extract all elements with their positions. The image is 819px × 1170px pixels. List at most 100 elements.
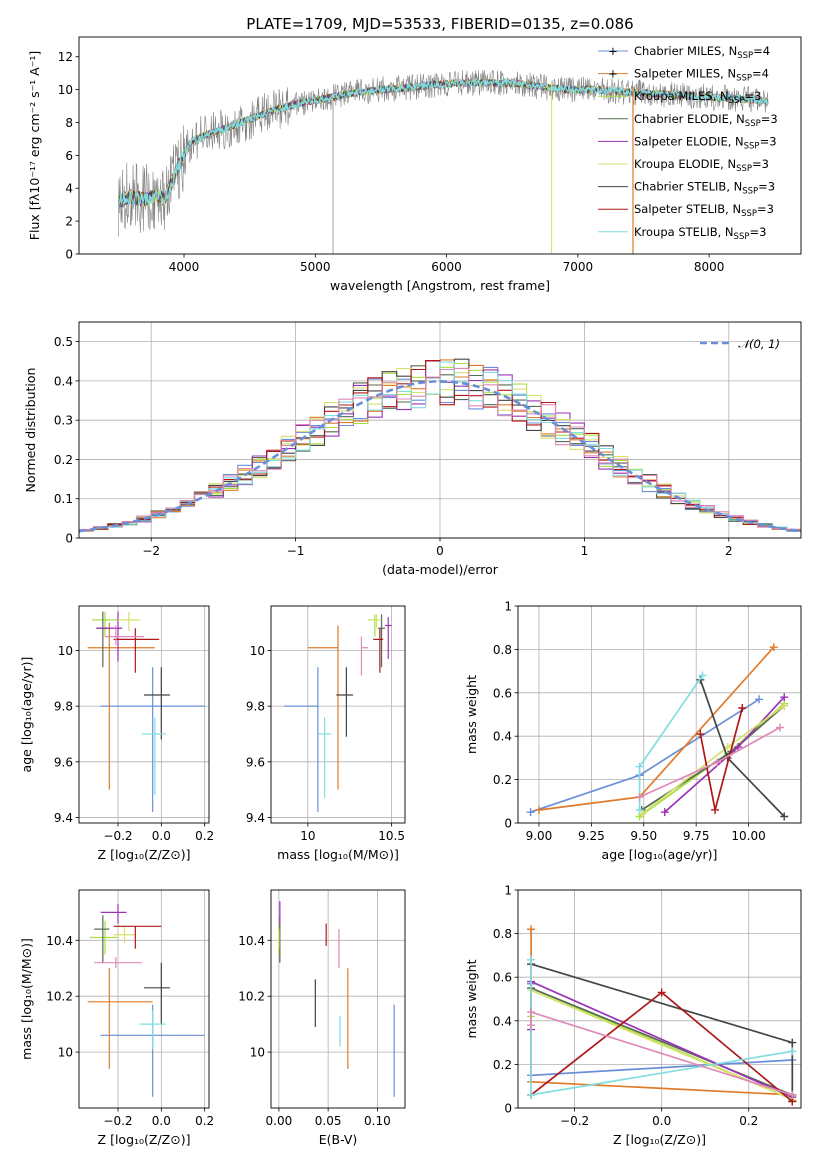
tick-label-x: 10.00: [731, 829, 765, 843]
legend-marker: +: [608, 44, 618, 58]
error-bar-point: [373, 628, 384, 673]
legend-text-part: =3: [749, 225, 766, 239]
x-axis-label: mass [log₁₀(M/M⊙)]: [277, 847, 399, 862]
tick-label-x: 9.25: [578, 829, 605, 843]
axes-frame: [270, 889, 406, 1109]
tick-label-y: 2: [65, 215, 73, 229]
weight-series-9: [527, 1008, 797, 1099]
legend-label: Salpeter ELODIE, NSSP=3: [634, 134, 777, 151]
legend-label: Chabrier STELIB, NSSP=3: [634, 180, 775, 197]
tick-label-y: 0.5: [54, 335, 73, 349]
tick-label-y: 9.4: [246, 811, 265, 825]
tick-label-y: 9.8: [246, 700, 265, 714]
error-bar-point: [384, 617, 392, 659]
x-axis-label: age [log₁₀(age/yr)]: [602, 847, 718, 862]
tick-label-y: 10.4: [46, 934, 73, 948]
legend-text-part: =3: [760, 134, 777, 148]
legend-text-part: Kroupa MILES, N: [634, 89, 729, 103]
legend-label: Kroupa ELODIE, NSSP=3: [634, 157, 769, 174]
legend-text-part: SSP: [729, 96, 745, 106]
error-bar-point: [141, 717, 166, 796]
tick-label-x: 0.0: [152, 829, 171, 843]
legend-item: Kroupa MILES, NSSP=3: [598, 89, 761, 106]
tick-label-y: 0.8: [493, 643, 512, 657]
error-bar-point: [317, 717, 332, 798]
tick-label-y: 0.6: [493, 686, 512, 700]
weight-marker: [780, 812, 789, 821]
legend-text-part: SSP: [742, 187, 758, 197]
weight-marker: [755, 695, 764, 704]
tick-label-x: 9.50: [630, 829, 657, 843]
tick-label-x: 6000: [431, 260, 462, 274]
tick-label-y: 0.2: [54, 453, 73, 467]
weight-marker: [698, 671, 707, 680]
legend-text-part: SSP: [741, 209, 757, 219]
error-bar-point: [336, 667, 354, 737]
tick-label-y: 0.4: [54, 374, 73, 388]
tick-label-x: 0.10: [364, 1114, 391, 1128]
tick-label-y: 10: [250, 644, 265, 658]
axes-frame: [270, 605, 406, 824]
legend-item: Chabrier STELIB, NSSP=3: [598, 180, 775, 197]
x-axis-label: Z [log₁₀(Z/Z⊙)]: [613, 1132, 706, 1147]
tick-label-x: −2: [142, 544, 160, 558]
tick-label-y: 6: [65, 149, 73, 163]
legend-item: Chabrier ELODIE, NSSP=3: [598, 112, 778, 129]
y-axis-label: mass [log₁₀(M/M⊙)]: [19, 938, 34, 1060]
tick-label-y: 10.4: [238, 934, 265, 948]
legend-item: Salpeter STELIB, NSSP=3: [598, 202, 774, 219]
axes-frame: [517, 605, 802, 824]
legend-text-part: SSP: [737, 51, 753, 61]
tick-label-y: 1: [504, 600, 512, 614]
age-vs-metallicity-panel: −0.2 0.0 0.2 9.4 9.6 9.8 10 Z [log₁₀(Z/Z⊙)] age …: [19, 605, 214, 862]
legend-text-part: Chabrier ELODIE, N: [634, 112, 745, 126]
weight-line: [638, 674, 704, 810]
legend-label: Chabrier ELODIE, NSSP=3: [634, 112, 778, 129]
axes-frame: [78, 605, 210, 824]
legend-text-part: Kroupa STELIB, N: [634, 225, 734, 239]
legend-item: Salpeter ELODIE, NSSP=3: [598, 134, 777, 151]
legend-item: + Chabrier MILES, NSSP=4: [598, 44, 770, 61]
tick-label-y: 10.2: [238, 990, 265, 1004]
tick-label-x: 7000: [563, 260, 594, 274]
legend-label: Salpeter MILES, NSSP=4: [634, 67, 769, 84]
tick-label-x: 9.00: [526, 829, 553, 843]
histogram-step-9: [79, 367, 801, 534]
tick-label-x: 0.05: [315, 1114, 342, 1128]
y-axis-label: mass weight: [464, 959, 479, 1038]
tick-label-x: 5000: [300, 260, 331, 274]
tick-label-y: 0: [65, 532, 73, 546]
tick-label-x: 0.2: [195, 1114, 214, 1128]
weight-marker: [637, 810, 646, 819]
tick-label-y: 9.4: [54, 811, 73, 825]
tick-label-x: 0.0: [652, 1114, 671, 1128]
weight-marker: [635, 805, 644, 814]
tick-label-y: 0: [504, 1102, 512, 1116]
model-spectrum-8: [117, 77, 769, 209]
legend-marker: +: [608, 67, 618, 81]
legend-text-part: Kroupa ELODIE, N: [634, 157, 736, 171]
weight-series-1: [534, 643, 778, 814]
legend-item: + Salpeter MILES, NSSP=4: [598, 67, 769, 84]
tick-label-y: 9.6: [246, 755, 265, 769]
legend-text-part: SSP: [745, 119, 761, 129]
error-bar-point: [118, 611, 140, 632]
error-bar-point: [113, 926, 136, 944]
legend-label: Kroupa MILES, NSSP=3: [634, 89, 761, 106]
tick-label-y: 10: [58, 83, 73, 97]
tick-label-x: −1: [287, 544, 305, 558]
error-bar-point: [100, 903, 127, 924]
legend-item: Kroupa ELODIE, NSSP=3: [598, 157, 769, 174]
tick-label-x: 0: [436, 544, 444, 558]
tick-label-y: 0.8: [493, 927, 512, 941]
spectrum-panel: 4000 5000 6000 7000 8000 0 2 4 6 8 10 12 wavelength …: [27, 36, 802, 293]
legend-text-part: SSP: [736, 164, 752, 174]
tick-label-x: 1: [581, 544, 589, 558]
error-bar-point: [144, 962, 170, 1025]
tick-label-y: 10: [58, 644, 73, 658]
axes-frame: [517, 889, 802, 1109]
error-bar-point: [144, 667, 170, 740]
y-axis-label: Normed distribution: [23, 368, 38, 493]
error-bar-point: [100, 667, 205, 812]
figure-title: PLATE=1709, MJD=53533, FIBERID=0135, z=0…: [246, 15, 633, 33]
